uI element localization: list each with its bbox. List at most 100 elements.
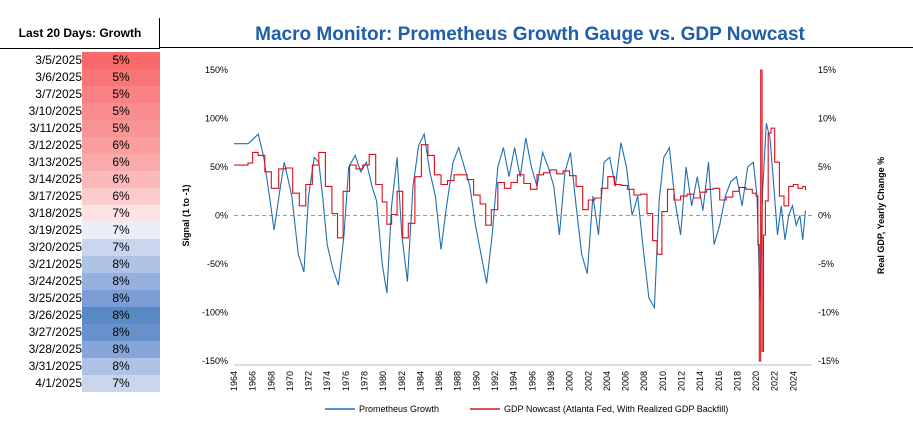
row-date: 3/5/2025 <box>35 53 82 67</box>
x-tick-label: 2012 <box>676 371 686 391</box>
row-growth-value: 8% <box>82 307 160 324</box>
row-date: 3/17/2025 <box>28 189 82 203</box>
panel-row: 3/12/2025 6% <box>0 137 160 154</box>
panel-row: 3/25/2025 8% <box>0 290 160 307</box>
row-growth-value: 8% <box>82 358 160 375</box>
series-line-gdp-nowcast <box>234 69 807 362</box>
y-right-tick-label: 0% <box>818 211 831 221</box>
y-left-tick-label: 50% <box>210 162 228 172</box>
x-tick-label: 1980 <box>378 371 388 391</box>
x-tick-label: 1970 <box>285 371 295 391</box>
y-left-tick-label: 150% <box>205 65 228 75</box>
row-growth-value: 8% <box>82 324 160 341</box>
row-date: 3/26/2025 <box>28 308 82 322</box>
legend-label-gdp-nowcast: GDP Nowcast (Atlanta Fed, With Realized … <box>504 404 728 414</box>
x-tick-label: 1968 <box>266 371 276 391</box>
row-date: 3/21/2025 <box>28 257 82 271</box>
row-date: 3/25/2025 <box>28 291 82 305</box>
row-growth-value: 5% <box>82 52 160 69</box>
x-tick-label: 1998 <box>546 371 556 391</box>
y-right-tick-label: -10% <box>818 308 839 318</box>
row-growth-value: 8% <box>82 273 160 290</box>
panel-row: 3/19/2025 7% <box>0 222 160 239</box>
x-tick-label: 1984 <box>415 371 425 391</box>
row-growth-value: 7% <box>82 205 160 222</box>
panel-row: 3/27/2025 8% <box>0 324 160 341</box>
x-tick-label: 2002 <box>583 371 593 391</box>
panel-row: 3/7/2025 5% <box>0 86 160 103</box>
panel-row: 3/6/2025 5% <box>0 69 160 86</box>
y-right-tick-label: 15% <box>818 65 836 75</box>
panel-row: 3/21/2025 8% <box>0 256 160 273</box>
y-left-tick-label: 0% <box>215 211 228 221</box>
row-growth-value: 7% <box>82 222 160 239</box>
row-growth-value: 5% <box>82 69 160 86</box>
row-date: 3/20/2025 <box>28 240 82 254</box>
row-growth-value: 6% <box>82 137 160 154</box>
panel-header: Last 20 Days: Growth <box>0 18 160 49</box>
panel-row: 3/11/2025 5% <box>0 120 160 137</box>
x-tick-label: 1974 <box>322 371 332 391</box>
growth-chart: Macro Monitor: Prometheus Growth Gauge v… <box>181 24 886 414</box>
row-date: 3/28/2025 <box>28 342 82 356</box>
row-date: 3/19/2025 <box>28 223 82 237</box>
x-tick-label: 1990 <box>471 371 481 391</box>
row-date: 3/6/2025 <box>35 70 82 84</box>
x-tick-label: 1976 <box>341 371 351 391</box>
panel-row: 3/24/2025 8% <box>0 273 160 290</box>
x-tick-label: 2000 <box>565 371 575 391</box>
row-growth-value: 5% <box>82 120 160 137</box>
x-tick-label: 2004 <box>602 371 612 391</box>
row-growth-value: 7% <box>82 375 160 392</box>
x-tick-label: 1964 <box>229 371 239 391</box>
row-growth-value: 8% <box>82 341 160 358</box>
x-tick-label: 2006 <box>621 371 631 391</box>
x-tick-label: 2016 <box>714 371 724 391</box>
chart-title: Macro Monitor: Prometheus Growth Gauge v… <box>255 24 805 45</box>
row-growth-value: 5% <box>82 86 160 103</box>
plot-area: 150% 100% 50% 0% -50% -100% -150% 15% 10% 5% 0% -5%… <box>181 65 886 414</box>
x-tick-label: 1972 <box>304 371 314 391</box>
panel-row: 4/1/2025 7% <box>0 375 160 392</box>
growth-panel: Last 20 Days: Growth 3/5/2025 5% 3/6/2025 5… <box>0 0 160 430</box>
x-tick-label: 1966 <box>248 371 258 391</box>
y-right-axis-title: Real GDP, Yearly Change % <box>876 157 886 274</box>
panel-row: 3/10/2025 5% <box>0 103 160 120</box>
row-growth-value: 8% <box>82 290 160 307</box>
x-tick-label: 2010 <box>658 371 668 391</box>
x-tick-label: 1988 <box>453 371 463 391</box>
x-tick-label: 1982 <box>397 371 407 391</box>
panel-row: 3/18/2025 7% <box>0 205 160 222</box>
panel-row: 3/26/2025 8% <box>0 307 160 324</box>
x-tick-label: 1978 <box>360 371 370 391</box>
row-growth-value: 6% <box>82 188 160 205</box>
row-date: 3/24/2025 <box>28 274 82 288</box>
y-right-tick-label: 10% <box>818 114 836 124</box>
y-left-tick-label: -150% <box>202 356 228 366</box>
x-tick-label: 2020 <box>751 371 761 391</box>
x-tick-label: 1996 <box>527 371 537 391</box>
x-tick-label: 2024 <box>788 371 798 391</box>
row-date: 3/18/2025 <box>28 206 82 220</box>
y-left-axis-title: Signal (1 to -1) <box>181 184 191 246</box>
row-date: 3/11/2025 <box>29 121 83 135</box>
title-underline <box>160 47 913 48</box>
row-growth-value: 6% <box>82 171 160 188</box>
x-tick-label: 1992 <box>490 371 500 391</box>
panel-divider <box>159 18 160 48</box>
x-tick-label: 2014 <box>695 371 705 391</box>
row-growth-value: 5% <box>82 103 160 120</box>
row-date: 3/14/2025 <box>28 172 82 186</box>
row-growth-value: 7% <box>82 239 160 256</box>
x-tick-label: 1986 <box>434 371 444 391</box>
row-growth-value: 6% <box>82 154 160 171</box>
y-left-tick-label: -100% <box>202 308 228 318</box>
panel-row: 3/28/2025 8% <box>0 341 160 358</box>
row-growth-value: 8% <box>82 256 160 273</box>
panel-row: 3/14/2025 6% <box>0 171 160 188</box>
x-tick-label: 2018 <box>732 371 742 391</box>
row-date: 3/27/2025 <box>28 325 82 339</box>
y-right-tick-label: 5% <box>818 162 831 172</box>
panel-row: 3/17/2025 6% <box>0 188 160 205</box>
y-right-tick-label: -5% <box>818 259 834 269</box>
